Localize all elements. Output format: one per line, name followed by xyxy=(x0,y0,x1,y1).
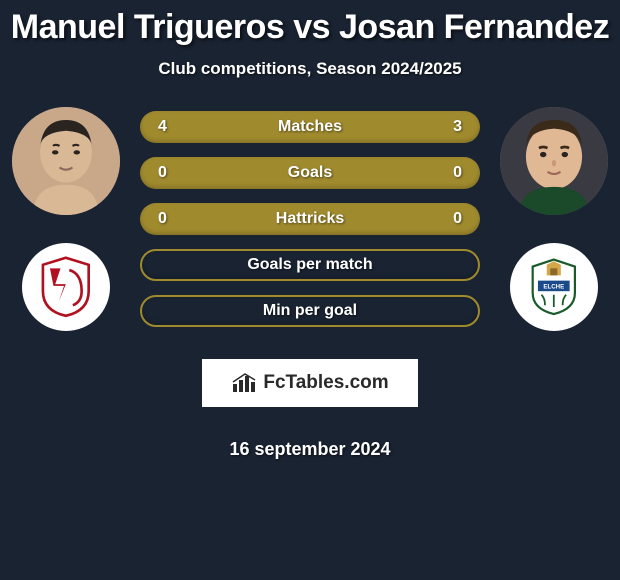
date-text: 16 september 2024 xyxy=(140,439,480,460)
stat-bar-min-per-goal: Min per goal xyxy=(140,295,480,327)
stat-label: Matches xyxy=(278,118,342,136)
stat-bar-goals-per-match: Goals per match xyxy=(140,249,480,281)
page-title: Manuel Trigueros vs Josan Fernandez xyxy=(0,8,620,47)
player-right-avatar xyxy=(500,107,608,215)
stat-label: Goals xyxy=(288,164,332,182)
stat-label: Goals per match xyxy=(247,256,372,274)
chart-icon xyxy=(231,372,257,394)
stat-right-value: 0 xyxy=(444,164,462,182)
stat-label: Min per goal xyxy=(263,302,357,320)
subtitle: Club competitions, Season 2024/2025 xyxy=(0,59,620,79)
left-column xyxy=(10,107,122,331)
club-right-badge: ELCHE xyxy=(510,243,598,331)
avatar-placeholder-icon xyxy=(12,107,120,215)
stats-column: 4 Matches 3 0 Goals 0 0 Hattricks 0 Goal… xyxy=(140,107,480,460)
stat-left-value: 4 xyxy=(158,118,176,136)
comparison-card: Manuel Trigueros vs Josan Fernandez Club… xyxy=(0,0,620,460)
fctables-logo: FcTables.com xyxy=(202,359,418,407)
stat-left-value: 0 xyxy=(158,210,176,228)
granada-crest-icon xyxy=(35,256,97,318)
right-column: ELCHE xyxy=(498,107,610,331)
club-left-badge xyxy=(22,243,110,331)
stat-right-value: 0 xyxy=(444,210,462,228)
main-row: 4 Matches 3 0 Goals 0 0 Hattricks 0 Goal… xyxy=(0,107,620,460)
elche-crest-icon: ELCHE xyxy=(523,256,585,318)
logo-text: FcTables.com xyxy=(263,372,388,394)
stat-bar-hattricks: 0 Hattricks 0 xyxy=(140,203,480,235)
stat-right-value: 3 xyxy=(444,118,462,136)
stat-bar-matches: 4 Matches 3 xyxy=(140,111,480,143)
avatar-placeholder-icon xyxy=(500,107,608,215)
stat-left-value: 0 xyxy=(158,164,176,182)
stat-bar-goals: 0 Goals 0 xyxy=(140,157,480,189)
stat-label: Hattricks xyxy=(276,210,344,228)
player-left-avatar xyxy=(12,107,120,215)
svg-text:ELCHE: ELCHE xyxy=(544,284,565,291)
